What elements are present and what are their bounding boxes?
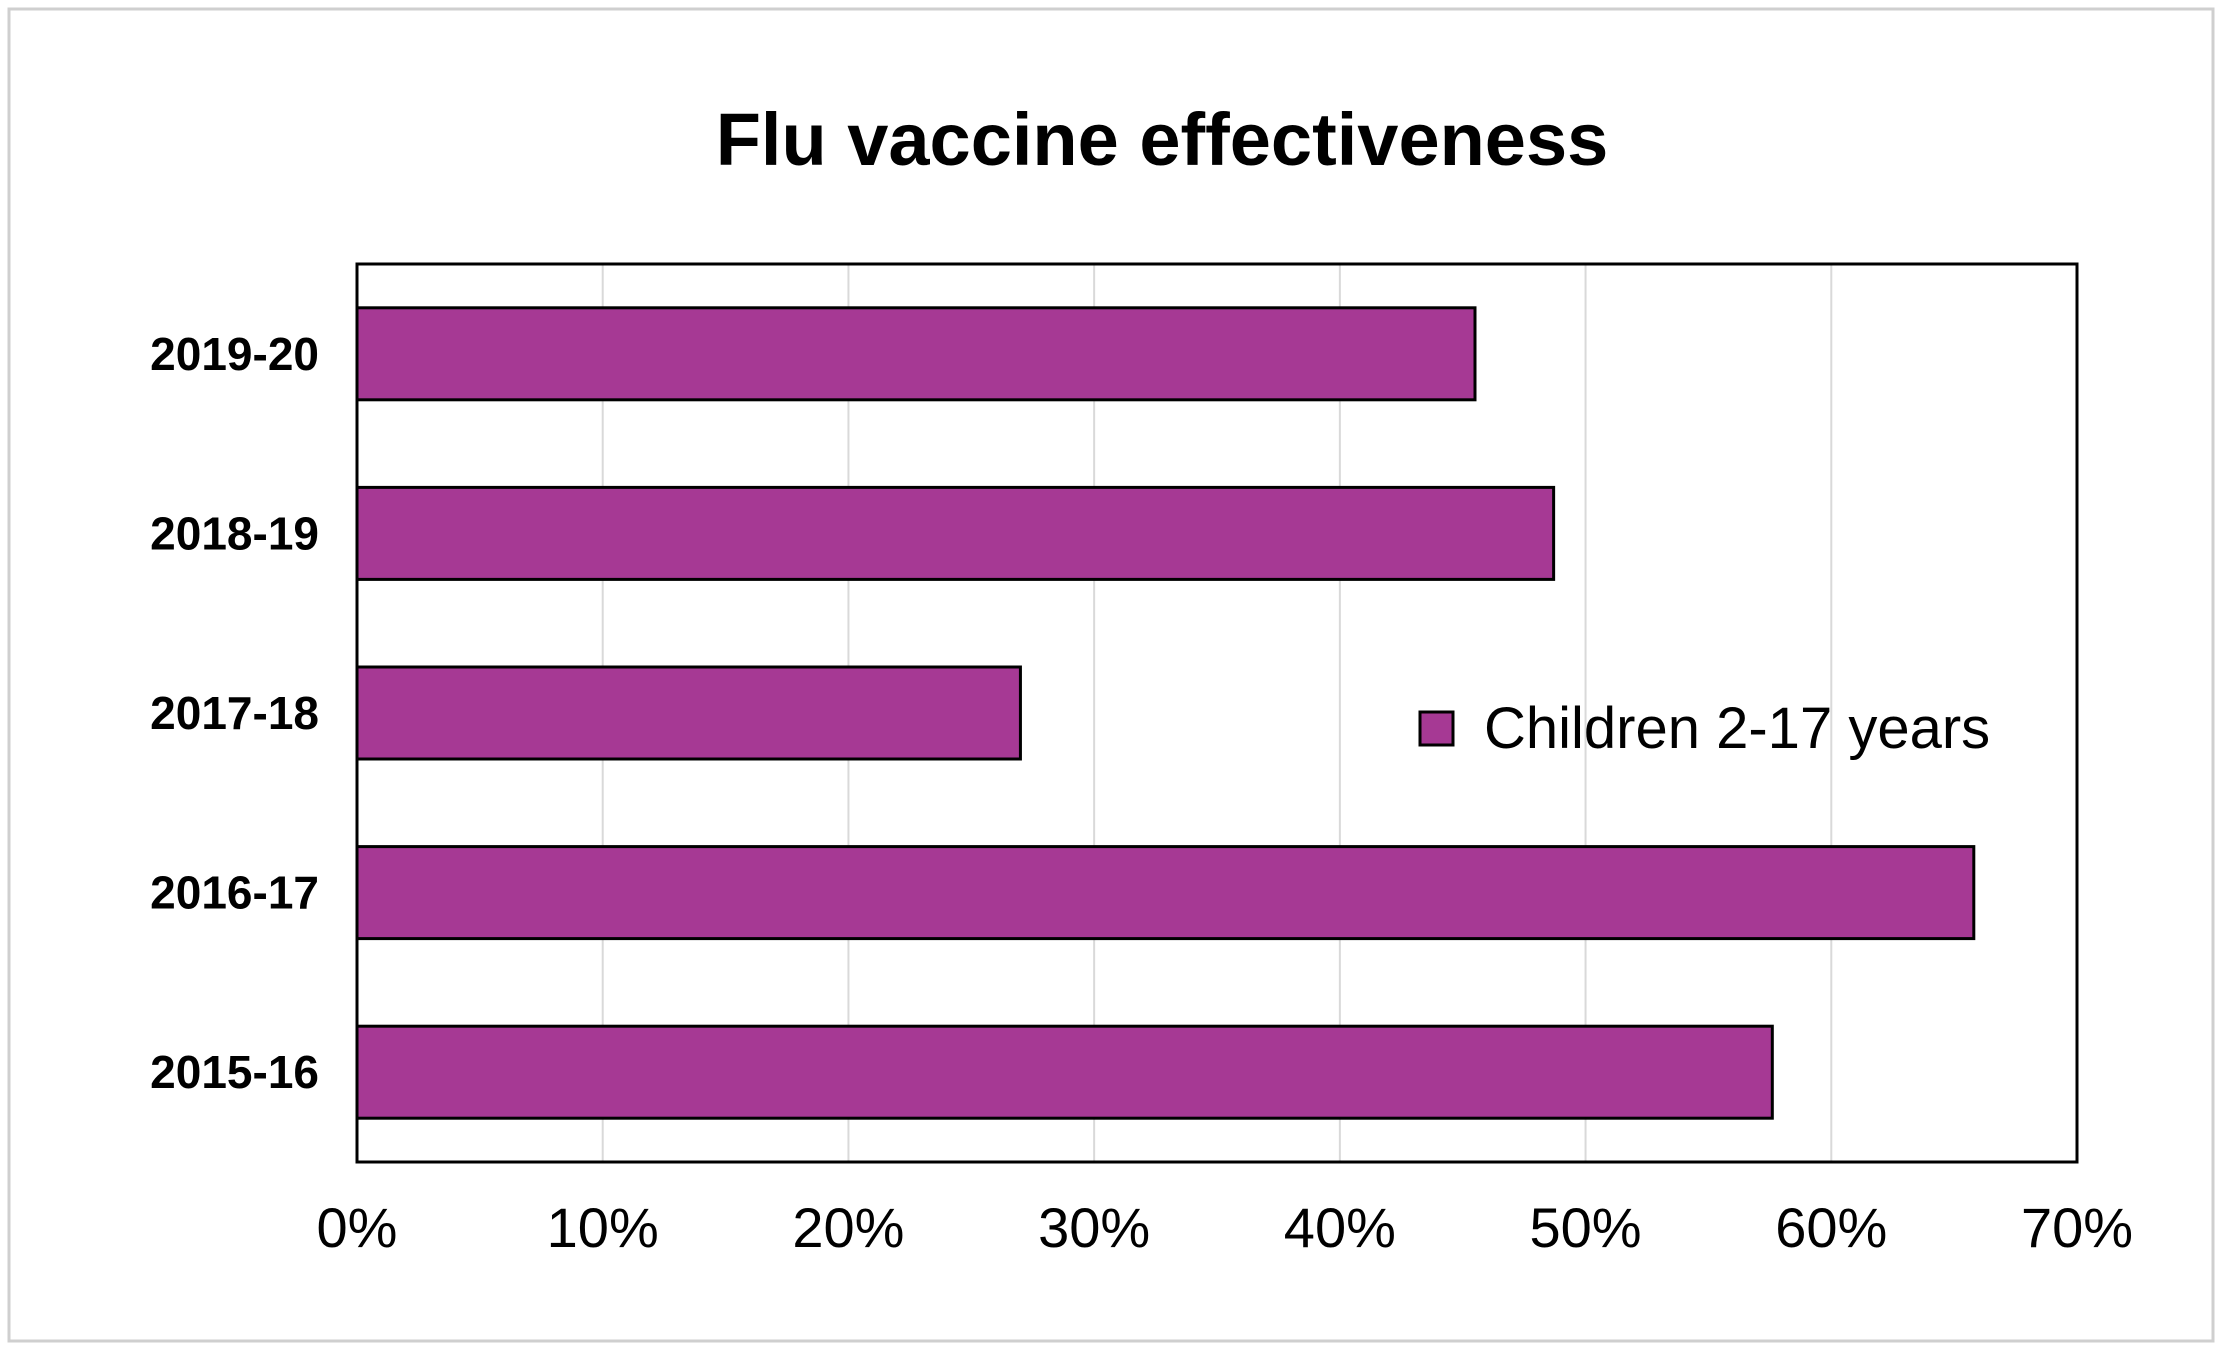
bar xyxy=(355,665,1022,761)
bar xyxy=(355,1024,1774,1120)
x-tick-label: 60% xyxy=(1775,1196,1887,1259)
bars xyxy=(355,306,1976,1120)
legend-swatch xyxy=(1418,710,1455,747)
x-axis-tick-labels: 0% 10% 20% 30% 40% 50% 60% 70% xyxy=(317,1196,2134,1259)
bar xyxy=(355,306,1477,402)
y-tick-label: 2016-17 xyxy=(150,867,319,919)
bar xyxy=(355,485,1556,581)
legend: Children 2-17 years xyxy=(1418,696,1990,761)
x-tick-label: 40% xyxy=(1284,1196,1396,1259)
outer-frame xyxy=(7,7,2215,1343)
y-tick-label: 2018-19 xyxy=(150,507,319,559)
chart-title: Flu vaccine effectiveness xyxy=(716,98,1609,181)
x-tick-label: 10% xyxy=(547,1196,659,1259)
y-tick-label: 2017-18 xyxy=(150,687,319,739)
plot-area-frame xyxy=(355,262,2079,1164)
x-tick-label: 20% xyxy=(792,1196,904,1259)
legend-label: Children 2-17 years xyxy=(1484,696,1990,761)
x-tick-label: 70% xyxy=(2021,1196,2133,1259)
y-tick-label: 2019-20 xyxy=(150,328,319,380)
x-tick-label: 0% xyxy=(317,1196,398,1259)
y-axis-tick-labels: 2019-20 2018-19 2017-18 2016-17 2015-16 xyxy=(150,328,319,1098)
bar xyxy=(355,845,1976,941)
y-tick-label: 2015-16 xyxy=(150,1046,319,1098)
x-tick-label: 50% xyxy=(1530,1196,1642,1259)
x-tick-label: 30% xyxy=(1038,1196,1150,1259)
gridlines xyxy=(601,264,1833,1162)
